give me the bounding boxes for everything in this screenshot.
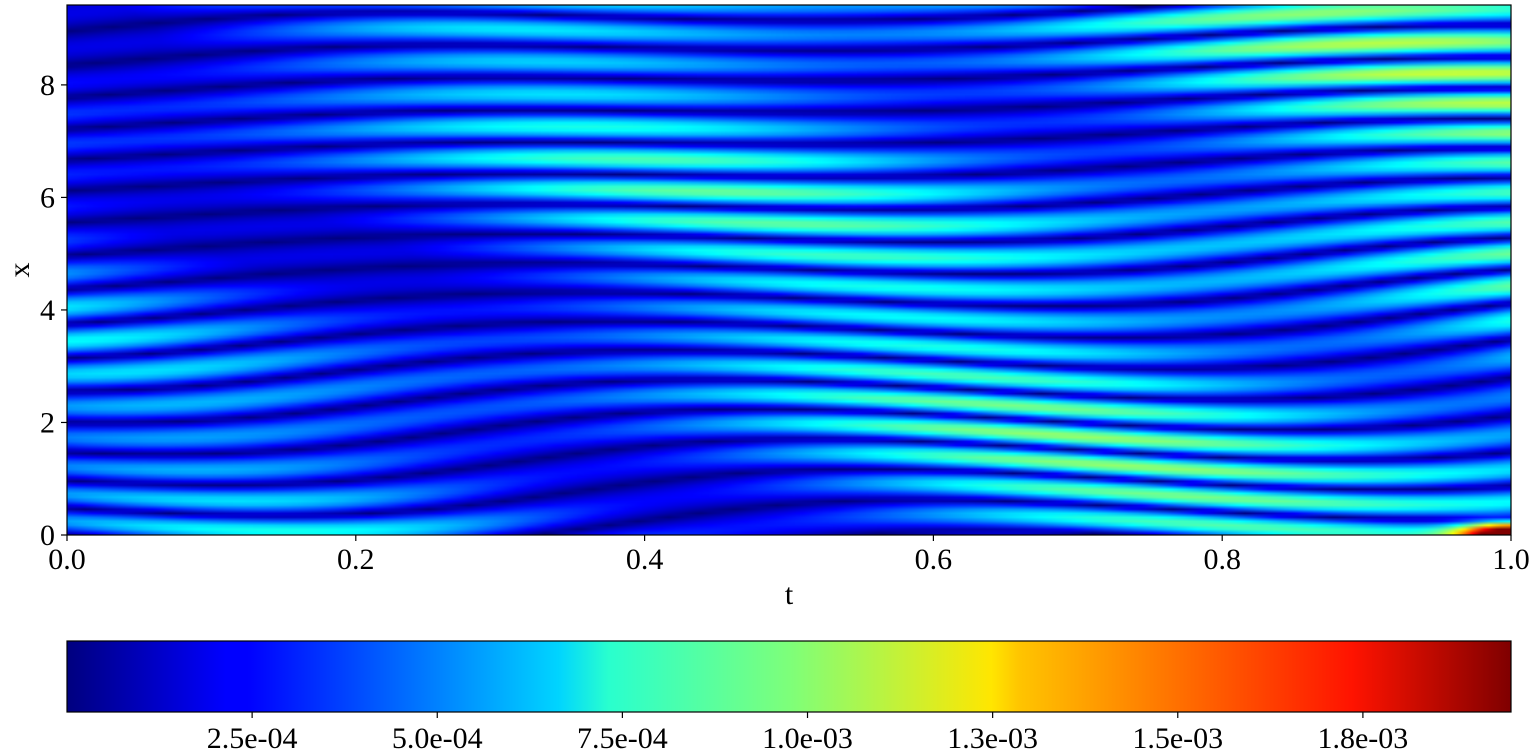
colorbar-tick-label: 1.3e-03 <box>947 722 1038 754</box>
colorbar-tick-label: 1.8e-03 <box>1317 722 1408 754</box>
colorbar <box>66 640 1512 713</box>
colorbar-tick-label: 1.5e-03 <box>1132 722 1223 754</box>
x-tick-label: 0.2 <box>337 543 375 576</box>
x-tick-label: 0.4 <box>626 543 664 576</box>
y-tick-label: 0 <box>40 519 55 552</box>
x-axis-ticks: 0.0 0.2 0.4 0.6 0.8 1.0 <box>48 535 1530 576</box>
colorbar-ticks: 2.5e-04 5.0e-04 7.5e-04 1.0e-03 1.3e-03 1.5e-… <box>207 712 1408 754</box>
y-tick-label: 4 <box>40 294 55 327</box>
heatmap-plot-area <box>67 5 1511 535</box>
y-tick-label: 6 <box>40 181 55 214</box>
y-axis-ticks: 0 2 4 6 8 <box>40 69 67 552</box>
colorbar-tick-label: 7.5e-04 <box>577 722 668 754</box>
plot-frame <box>66 4 1512 536</box>
y-axis-label: x <box>3 263 36 278</box>
x-axis-label: t <box>785 578 794 611</box>
colorbar-tick-label: 1.0e-03 <box>762 722 853 754</box>
y-tick-label: 2 <box>40 406 55 439</box>
x-tick-label: 0.6 <box>915 543 953 576</box>
colorbar-tick-label: 2.5e-04 <box>207 722 298 754</box>
x-tick-label: 0.0 <box>48 543 86 576</box>
colorbar-tick-label: 5.0e-04 <box>392 722 483 754</box>
y-tick-label: 8 <box>40 69 55 102</box>
x-tick-label: 1.0 <box>1492 543 1530 576</box>
x-tick-label: 0.8 <box>1203 543 1241 576</box>
